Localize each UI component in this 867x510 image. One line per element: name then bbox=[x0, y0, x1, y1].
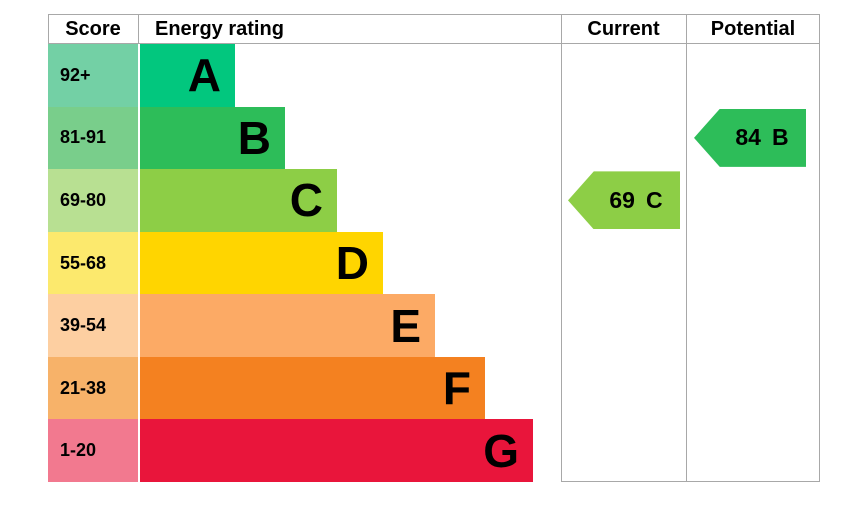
header-score: Score bbox=[65, 17, 121, 40]
band-letter-f: F bbox=[442, 362, 471, 415]
band-letter-a: A bbox=[187, 49, 221, 102]
rating-bar-d: D bbox=[140, 231, 383, 295]
rating-bar-b: B bbox=[140, 106, 285, 170]
grid-line-header-left bbox=[48, 14, 49, 43]
score-range-a: 92+ bbox=[48, 44, 138, 107]
current-rating-letter: C bbox=[645, 186, 663, 213]
band-letter-g: G bbox=[483, 424, 519, 477]
grid-line-right bbox=[819, 14, 820, 482]
band-row-c: 69-80 C bbox=[48, 169, 561, 232]
rating-bar-g: G bbox=[140, 419, 533, 483]
band-row-f: 21-38 F bbox=[48, 356, 561, 420]
rating-bar-e: E bbox=[140, 294, 435, 357]
grid-line-bottom bbox=[561, 481, 820, 482]
score-range-f: 21-38 bbox=[48, 356, 138, 420]
grid-line-score-divider bbox=[138, 14, 139, 43]
band-rows: 92+ A 81-91 B 69-80 C 55-68 D 39-54 E 21… bbox=[48, 44, 561, 483]
header-current: Current bbox=[587, 17, 660, 40]
header-row: Score Energy rating Current Potential bbox=[48, 15, 820, 43]
grid-line-current-left bbox=[561, 14, 562, 482]
header-potential: Potential bbox=[710, 17, 796, 40]
epc-rating-chart: Score Energy rating Current Potential 92… bbox=[48, 14, 820, 483]
grid-line-potential-left bbox=[686, 14, 687, 482]
potential-rating-arrow: 84 B bbox=[694, 108, 806, 167]
header-energy-rating: Energy rating bbox=[155, 17, 284, 40]
score-range-d: 55-68 bbox=[48, 231, 138, 295]
band-letter-c: C bbox=[289, 174, 323, 227]
band-row-d: 55-68 D bbox=[48, 231, 561, 295]
current-rating-value: 69 bbox=[609, 186, 635, 213]
potential-rating-value: 84 bbox=[735, 124, 761, 151]
band-letter-e: E bbox=[390, 299, 421, 352]
score-range-g: 1-20 bbox=[48, 419, 138, 483]
band-row-e: 39-54 E bbox=[48, 294, 561, 357]
band-row-a: 92+ A bbox=[48, 44, 561, 107]
rating-bar-c: C bbox=[140, 169, 337, 232]
current-rating-arrow: 69 C bbox=[568, 171, 680, 230]
band-row-g: 1-20 G bbox=[48, 419, 561, 483]
score-range-e: 39-54 bbox=[48, 294, 138, 357]
score-range-c: 69-80 bbox=[48, 169, 138, 232]
band-letter-d: D bbox=[335, 237, 369, 290]
rating-bar-a: A bbox=[140, 44, 235, 107]
band-letter-b: B bbox=[237, 111, 271, 164]
score-range-b: 81-91 bbox=[48, 106, 138, 170]
rating-bar-f: F bbox=[140, 356, 485, 420]
grid-line-header-bottom bbox=[48, 43, 820, 44]
grid-line-top bbox=[48, 14, 820, 15]
band-row-b: 81-91 B bbox=[48, 106, 561, 170]
potential-rating-letter: B bbox=[771, 124, 789, 151]
